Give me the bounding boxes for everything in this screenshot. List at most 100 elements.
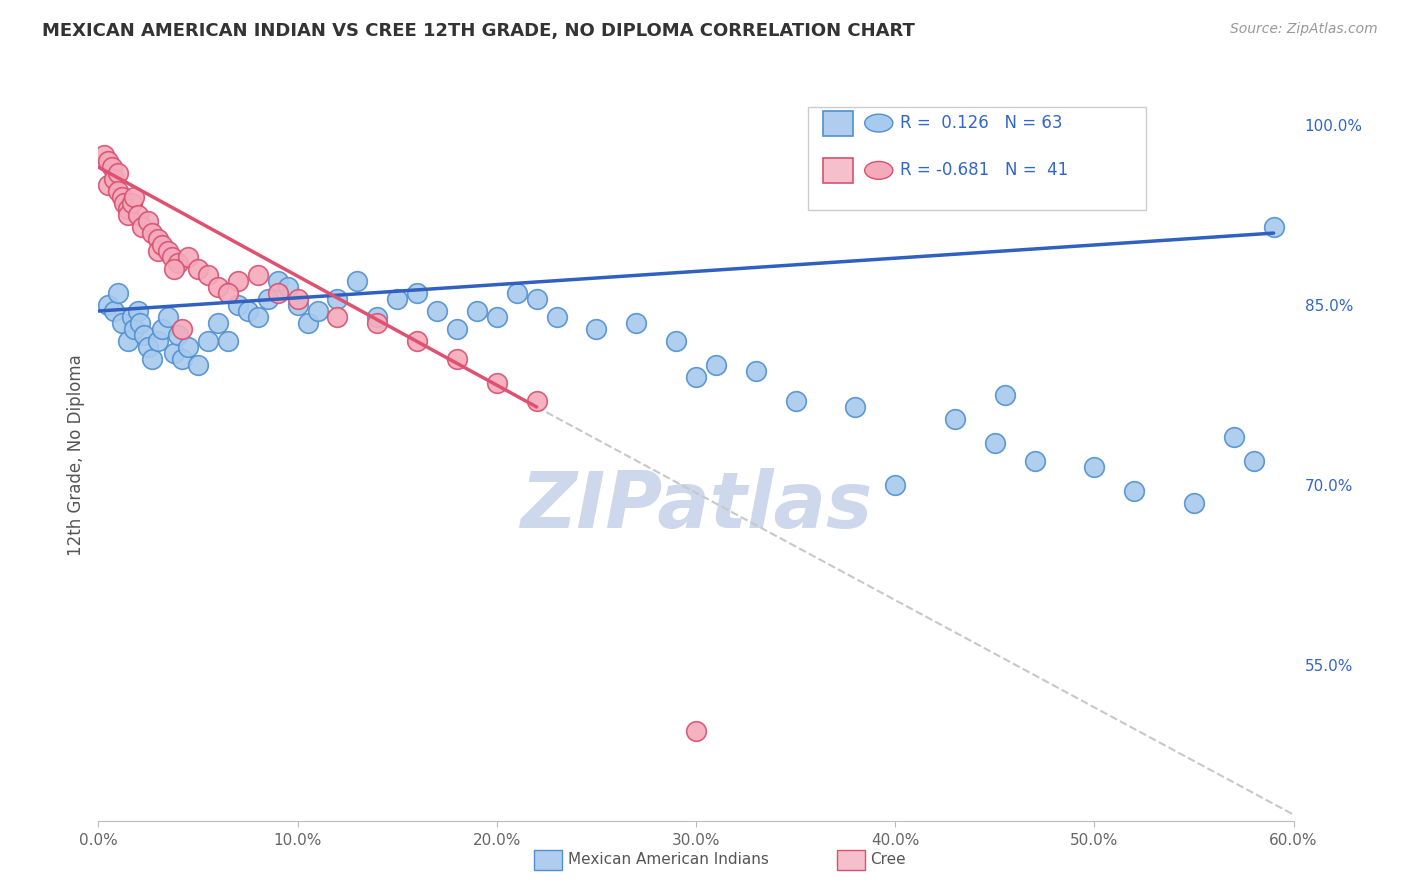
Point [172, 351, 194, 366]
Point [943, 412, 966, 426]
Point [163, 262, 186, 277]
Text: R = -0.681   N =  41: R = -0.681 N = 41 [900, 161, 1069, 179]
Point [585, 322, 607, 336]
Point [267, 274, 290, 288]
Point [485, 310, 508, 324]
Point [197, 268, 219, 282]
Point [136, 214, 159, 228]
Point [546, 310, 568, 324]
Point [157, 244, 180, 258]
Point [121, 310, 143, 324]
Point [626, 316, 648, 330]
Point [111, 190, 134, 204]
Point [217, 286, 239, 301]
Point [117, 334, 139, 348]
Point [785, 394, 807, 409]
Point [665, 334, 688, 348]
Text: Cree: Cree [870, 853, 905, 867]
Point [117, 202, 139, 216]
Text: Mexican American Indians: Mexican American Indians [568, 853, 769, 867]
Point [1263, 220, 1285, 235]
Point [148, 334, 170, 348]
Point [121, 196, 143, 211]
Point [685, 370, 707, 384]
Text: Source: ZipAtlas.com: Source: ZipAtlas.com [1230, 22, 1378, 37]
Point [207, 316, 229, 330]
Point [187, 358, 209, 372]
Point [1223, 430, 1246, 444]
Point [150, 238, 173, 252]
Point [1083, 459, 1105, 474]
Point [446, 322, 468, 336]
Point [994, 388, 1017, 402]
Point [485, 376, 508, 390]
Point [127, 208, 149, 222]
Point [406, 334, 429, 348]
Point [103, 304, 125, 318]
Point [160, 250, 183, 264]
Point [107, 286, 129, 301]
Point [844, 400, 866, 414]
Point [1024, 454, 1046, 468]
Point [526, 292, 548, 306]
Point [111, 316, 134, 330]
Point [307, 304, 329, 318]
Point [287, 292, 309, 306]
Point [124, 322, 146, 336]
Point [97, 154, 120, 169]
Point [366, 310, 388, 324]
Point [406, 286, 429, 301]
Point [246, 268, 269, 282]
Point [101, 160, 124, 174]
Point [297, 316, 319, 330]
Point [246, 310, 269, 324]
Point [226, 274, 249, 288]
Point [127, 304, 149, 318]
Point [267, 286, 290, 301]
Point [465, 304, 488, 318]
Point [134, 328, 156, 343]
Point [326, 310, 349, 324]
Text: MEXICAN AMERICAN INDIAN VS CREE 12TH GRADE, NO DIPLOMA CORRELATION CHART: MEXICAN AMERICAN INDIAN VS CREE 12TH GRA… [42, 22, 915, 40]
Point [177, 250, 200, 264]
Point [366, 316, 388, 330]
Point [256, 292, 278, 306]
Point [226, 298, 249, 312]
Text: ZIPatlas: ZIPatlas [520, 468, 872, 544]
Point [446, 351, 468, 366]
Point [685, 723, 707, 738]
Point [1123, 483, 1146, 498]
Point [177, 340, 200, 354]
Point [150, 322, 173, 336]
Point [131, 220, 153, 235]
Text: R =  0.126   N = 63: R = 0.126 N = 63 [900, 114, 1063, 132]
Point [148, 232, 170, 246]
Point [124, 190, 146, 204]
Point [385, 292, 409, 306]
Point [136, 340, 159, 354]
Point [704, 358, 727, 372]
Point [346, 274, 368, 288]
Y-axis label: 12th Grade, No Diploma: 12th Grade, No Diploma [66, 354, 84, 556]
Point [287, 298, 309, 312]
Point [141, 226, 163, 240]
Point [187, 262, 209, 277]
Point [112, 196, 135, 211]
Point [884, 478, 907, 492]
Point [1182, 496, 1205, 510]
Point [426, 304, 449, 318]
Point [103, 172, 125, 186]
Point [526, 394, 548, 409]
Point [207, 280, 229, 294]
Point [163, 346, 186, 360]
Point [326, 292, 349, 306]
Point [97, 298, 120, 312]
Point [167, 256, 190, 270]
Point [167, 328, 190, 343]
Point [107, 166, 129, 180]
Point [984, 436, 1007, 450]
Point [506, 286, 529, 301]
Point [148, 244, 170, 258]
Point [172, 322, 194, 336]
Point [157, 310, 180, 324]
